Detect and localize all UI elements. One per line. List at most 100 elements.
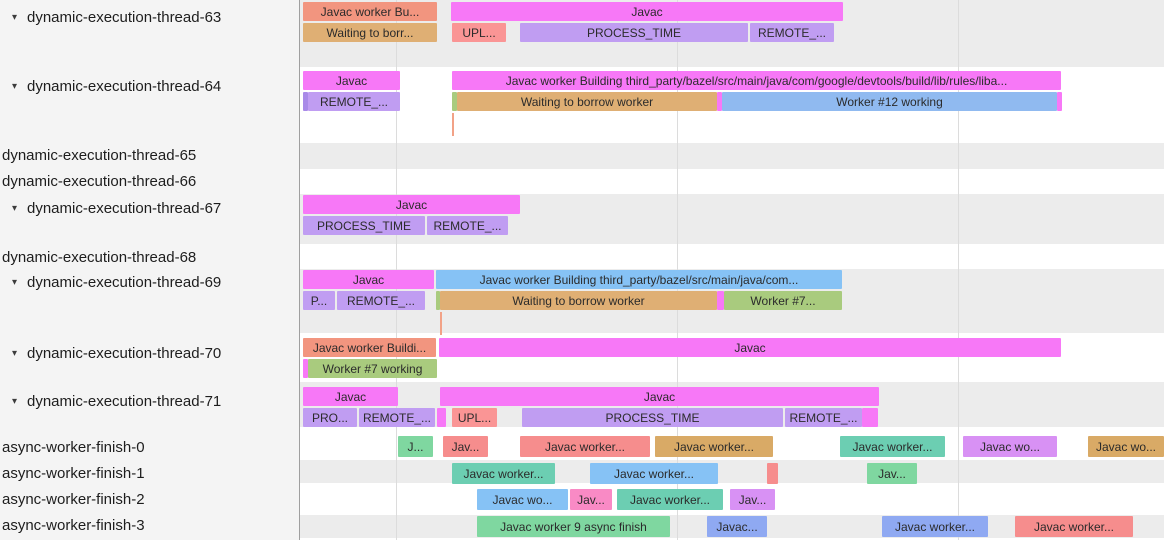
- timeline-event-bar[interactable]: [436, 291, 440, 310]
- timeline-event-bar[interactable]: PROCESS_TIME: [520, 23, 748, 42]
- collapse-triangle-icon[interactable]: ▾: [11, 202, 18, 214]
- timeline-event-bar[interactable]: Javac wo...: [477, 489, 568, 510]
- collapse-triangle-icon[interactable]: ▾: [11, 11, 18, 23]
- sidebar-row-async-worker-finish-3[interactable]: async-worker-finish-3: [2, 516, 145, 534]
- timeline-event-bar[interactable]: Javac worker 9 async finish: [477, 516, 670, 537]
- thread-name-label: async-worker-finish-1: [2, 464, 145, 482]
- track-stripe: [300, 460, 1164, 483]
- timeline-event-bar[interactable]: [717, 291, 724, 310]
- instant-event-tick[interactable]: [452, 113, 454, 136]
- sidebar-row-dynamic-execution-thread-65[interactable]: dynamic-execution-thread-65: [2, 146, 196, 164]
- thread-name-label: dynamic-execution-thread-70: [27, 344, 222, 362]
- timeline-event-bar[interactable]: Waiting to borrow worker: [457, 92, 717, 111]
- timeline-event-bar[interactable]: Worker #7 working: [308, 359, 437, 378]
- thread-name-label: dynamic-execution-thread-68: [2, 248, 197, 266]
- thread-name-label: dynamic-execution-thread-63: [27, 8, 222, 26]
- sidebar-row-dynamic-execution-thread-67[interactable]: ▾ dynamic-execution-thread-67: [8, 199, 221, 217]
- sidebar-row-async-worker-finish-0[interactable]: async-worker-finish-0: [2, 438, 145, 456]
- timeline-event-bar[interactable]: UPL...: [452, 23, 506, 42]
- thread-name-label: dynamic-execution-thread-67: [27, 199, 222, 217]
- timeline-event-bar[interactable]: Javac worker Building third_party/bazel/…: [452, 71, 1061, 90]
- sidebar-row-dynamic-execution-thread-71[interactable]: ▾ dynamic-execution-thread-71: [8, 392, 221, 410]
- timeline-event-bar[interactable]: PRO...: [303, 408, 357, 427]
- timeline-event-bar[interactable]: Jav...: [443, 436, 488, 457]
- track-stripe: [300, 143, 1164, 169]
- timeline-event-bar[interactable]: REMOTE_...: [308, 92, 400, 111]
- timeline-event-bar[interactable]: Javac: [303, 270, 434, 289]
- timeline-event-bar[interactable]: Javac worker...: [1015, 516, 1133, 537]
- timeline-event-bar[interactable]: [717, 92, 722, 111]
- timeline-event-bar[interactable]: Jav...: [570, 489, 612, 510]
- timeline-event-bar[interactable]: REMOTE_...: [750, 23, 834, 42]
- collapse-triangle-icon[interactable]: ▾: [11, 276, 18, 288]
- thread-name-label: dynamic-execution-thread-66: [2, 172, 197, 190]
- timeline-event-bar[interactable]: Javac worker...: [882, 516, 988, 537]
- timeline-event-bar[interactable]: Javac: [303, 195, 520, 214]
- timeline-event-bar[interactable]: [303, 92, 308, 111]
- timeline-event-bar[interactable]: [862, 408, 878, 427]
- thread-name-label: dynamic-execution-thread-71: [27, 392, 222, 410]
- sidebar-row-dynamic-execution-thread-69[interactable]: ▾ dynamic-execution-thread-69: [8, 273, 221, 291]
- thread-name-label: dynamic-execution-thread-65: [2, 146, 197, 164]
- timeline-event-bar[interactable]: PROCESS_TIME: [303, 216, 425, 235]
- timeline-event-bar[interactable]: Javac worker...: [520, 436, 650, 457]
- timeline-event-bar[interactable]: Javac worker...: [617, 489, 723, 510]
- timeline-event-bar[interactable]: PROCESS_TIME: [522, 408, 783, 427]
- sidebar-row-dynamic-execution-thread-66[interactable]: dynamic-execution-thread-66: [2, 172, 196, 190]
- timeline-event-bar[interactable]: Javac worker Bu...: [303, 2, 437, 21]
- timeline-event-bar[interactable]: [303, 359, 308, 378]
- timeline-event-bar[interactable]: REMOTE_...: [785, 408, 862, 427]
- timeline-event-bar[interactable]: Javac worker Buildi...: [303, 338, 436, 357]
- track-stripe: [300, 244, 1164, 269]
- timeline-event-bar[interactable]: Jav...: [730, 489, 775, 510]
- track-stripe: [300, 169, 1164, 194]
- timeline-event-bar[interactable]: P...: [303, 291, 335, 310]
- timeline-event-bar[interactable]: Javac: [303, 71, 400, 90]
- timeline-event-bar[interactable]: [437, 408, 446, 427]
- thread-name-label: async-worker-finish-2: [2, 490, 145, 508]
- timeline-event-bar[interactable]: Javac worker...: [655, 436, 773, 457]
- thread-name-sidebar: ▾ dynamic-execution-thread-63 ▾ dynamic-exe…: [0, 0, 300, 540]
- timeline-event-bar[interactable]: Worker #7...: [724, 291, 842, 310]
- thread-name-label: dynamic-execution-thread-69: [27, 273, 222, 291]
- sidebar-row-dynamic-execution-thread-68[interactable]: dynamic-execution-thread-68: [2, 248, 196, 266]
- timeline-event-bar[interactable]: UPL...: [452, 408, 497, 427]
- timeline-event-bar[interactable]: [452, 92, 457, 111]
- thread-name-label: async-worker-finish-0: [2, 438, 145, 456]
- collapse-triangle-icon[interactable]: ▾: [11, 347, 18, 359]
- timeline-event-bar[interactable]: Waiting to borrow worker: [440, 291, 717, 310]
- timeline-event-bar[interactable]: Javac: [303, 387, 398, 406]
- timeline-event-bar[interactable]: J...: [398, 436, 433, 457]
- instant-event-tick[interactable]: [440, 312, 442, 335]
- sidebar-row-async-worker-finish-2[interactable]: async-worker-finish-2: [2, 490, 145, 508]
- timeline-event-bar[interactable]: [1057, 92, 1062, 111]
- track-stripe: [300, 538, 1164, 540]
- collapse-triangle-icon[interactable]: ▾: [11, 80, 18, 92]
- timeline-event-bar[interactable]: Javac worker Building third_party/bazel/…: [436, 270, 842, 289]
- timeline-event-bar[interactable]: Javac wo...: [963, 436, 1057, 457]
- timeline-event-bar[interactable]: Javac: [439, 338, 1061, 357]
- timeline-event-bar[interactable]: Javac worker...: [452, 463, 555, 484]
- time-gridline: [958, 0, 959, 540]
- sidebar-row-async-worker-finish-1[interactable]: async-worker-finish-1: [2, 464, 145, 482]
- thread-name-label: dynamic-execution-thread-64: [27, 77, 222, 95]
- timeline-event-bar[interactable]: Jav...: [867, 463, 917, 484]
- timeline-event-bar[interactable]: Waiting to borr...: [303, 23, 437, 42]
- timeline-event-bar[interactable]: Javac worker...: [840, 436, 945, 457]
- collapse-triangle-icon[interactable]: ▾: [11, 395, 18, 407]
- sidebar-row-dynamic-execution-thread-64[interactable]: ▾ dynamic-execution-thread-64: [8, 77, 221, 95]
- timeline-event-bar[interactable]: REMOTE_...: [337, 291, 425, 310]
- timeline-event-bar[interactable]: REMOTE_...: [359, 408, 435, 427]
- sidebar-row-dynamic-execution-thread-63[interactable]: ▾ dynamic-execution-thread-63: [8, 8, 221, 26]
- timeline-event-bar[interactable]: Javac: [451, 2, 843, 21]
- timeline-event-bar[interactable]: Javac...: [707, 516, 767, 537]
- timeline-event-bar[interactable]: Worker #12 working: [722, 92, 1057, 111]
- timeline-event-bar[interactable]: Javac: [440, 387, 879, 406]
- thread-name-label: async-worker-finish-3: [2, 516, 145, 534]
- sidebar-row-dynamic-execution-thread-70[interactable]: ▾ dynamic-execution-thread-70: [8, 344, 221, 362]
- timeline-event-bar[interactable]: Javac wo...: [1088, 436, 1164, 457]
- timeline-event-bar[interactable]: Javac worker...: [590, 463, 718, 484]
- timeline-event-bar[interactable]: [767, 463, 778, 484]
- timeline-event-bar[interactable]: REMOTE_...: [427, 216, 508, 235]
